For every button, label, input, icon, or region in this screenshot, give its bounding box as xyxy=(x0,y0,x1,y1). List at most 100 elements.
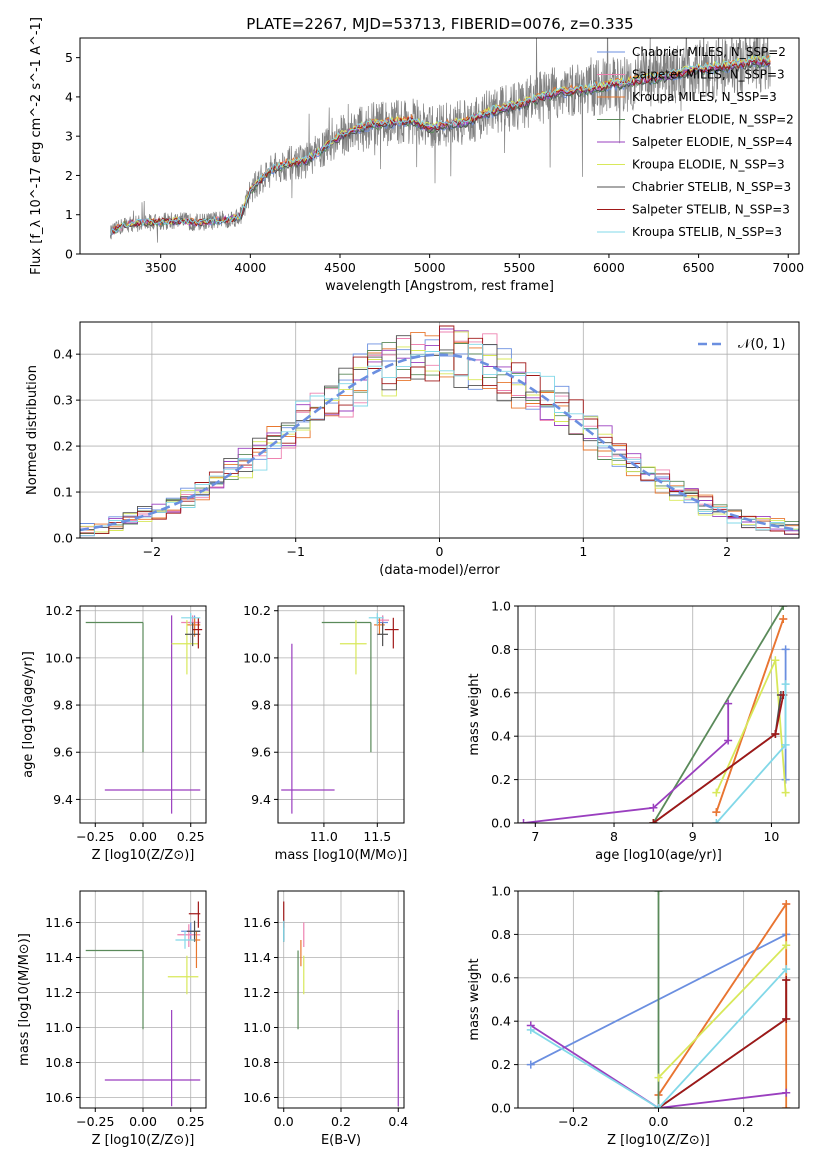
y-tick-label: 0.8 xyxy=(491,927,511,942)
x-tick-label: 0.0 xyxy=(274,1114,294,1129)
mass-weight-marker xyxy=(782,900,791,909)
y-tick-label: 11.6 xyxy=(45,915,73,930)
y-tick-label: 0.2 xyxy=(53,439,73,454)
x-axis-label: Z [log10(Z/Z⊙)] xyxy=(92,1133,195,1148)
age-vs-metallicity-panel: −0.25 0.00 0.25 9.4 9.6 9.8 10.0 10.2 Z [log10(Z… xyxy=(21,603,207,863)
y-tick-label: 5 xyxy=(65,50,73,65)
y-tick-label: 0.4 xyxy=(491,729,511,744)
mass-weight-marker xyxy=(781,645,790,654)
y-tick-label: 11.4 xyxy=(243,950,271,965)
model-spectrum xyxy=(110,54,771,236)
x-axis-label: wavelength [Angstrom, rest frame] xyxy=(325,279,554,294)
plot-layer xyxy=(80,325,799,538)
x-tick-label: −0.2 xyxy=(558,1114,588,1129)
x-tick-label: 0.00 xyxy=(129,829,157,844)
axes-layer: 0.0 0.2 0.4 10.6 10.8 11.0 11.2 11.4 11.6 E(B-V) xyxy=(243,890,408,1148)
mass-weight-marker xyxy=(781,788,790,797)
mass-weight-marker xyxy=(771,730,780,739)
mass-weight-marker xyxy=(771,656,780,665)
y-tick-label: 9.8 xyxy=(53,698,73,713)
y-tick-label: 9.6 xyxy=(251,745,271,760)
legend-entry: Kroupa ELODIE, N_SSP=3 xyxy=(632,158,785,172)
axes-layer: −0.25 0.00 0.25 10.6 10.8 11.0 11.2 11.4 11.6 Z [… xyxy=(17,890,207,1148)
mass-weight-line xyxy=(530,968,787,1108)
weight-vs-metallicity-panel: −0.2 0.0 0.2 0.0 0.2 0.4 0.6 0.8 1.0 Z [log10(Z/Z… xyxy=(467,884,800,1148)
plot-layer xyxy=(281,613,399,814)
x-tick-label: 7000 xyxy=(772,260,804,275)
x-tick-label: 6500 xyxy=(683,260,715,275)
x-tick-label: −0.25 xyxy=(76,829,114,844)
mass-weight-marker xyxy=(654,1073,663,1082)
x-tick-label: 0.25 xyxy=(177,829,205,844)
y-tick-label: 10.2 xyxy=(45,603,73,618)
y-tick-label: 1.0 xyxy=(491,599,511,614)
y-tick-label: 10.0 xyxy=(243,650,271,665)
legend-entry: Salpeter STELIB, N_SSP=3 xyxy=(632,203,790,217)
legend-entry: Kroupa STELIB, N_SSP=3 xyxy=(632,225,782,239)
mass-weight-marker xyxy=(782,965,791,974)
plot-layer xyxy=(110,38,771,243)
x-axis-label: mass [log10(M/M⊙)] xyxy=(275,848,408,863)
mass-weight-line xyxy=(657,944,787,1079)
y-tick-label: 0.2 xyxy=(491,1057,511,1072)
y-tick-label: 9.8 xyxy=(251,698,271,713)
y-tick-label: 9.4 xyxy=(251,792,271,807)
x-tick-label: −0.25 xyxy=(76,1114,114,1129)
legend-entry: 𝒩(0, 1) xyxy=(738,337,785,352)
x-tick-label: 2 xyxy=(723,544,731,559)
normal-reference-curve xyxy=(80,353,799,532)
mass-weight-marker xyxy=(782,941,791,950)
y-tick-label: 11.0 xyxy=(243,1020,271,1035)
mass-weight-marker xyxy=(654,891,663,895)
axes-layer: 11.0 11.5 9.4 9.6 9.8 10.0 10.2 mass [log10(M/M… xyxy=(243,603,407,863)
y-axis-label: age [log10(age/yr)] xyxy=(21,651,36,778)
axes-layer: −2 −1 0 1 2 0.0 0.1 0.2 0.3 0.4 (data-model)/error… xyxy=(25,321,800,578)
y-axis-label: mass weight xyxy=(467,673,482,755)
axes-layer: 3500 4000 4500 5000 5500 6000 6500 7000 0 1 2 3 4 5 wa… xyxy=(29,17,804,294)
y-tick-label: 2 xyxy=(65,168,73,183)
x-tick-label: 11.5 xyxy=(363,829,391,844)
x-tick-label: 9 xyxy=(689,829,697,844)
axes-layer: −0.25 0.00 0.25 9.4 9.6 9.8 10.0 10.2 Z [log10(Z… xyxy=(21,603,207,863)
y-tick-label: 1 xyxy=(65,207,73,222)
y-tick-label: 10.2 xyxy=(243,603,271,618)
legend-entry: Kroupa MILES, N_SSP=3 xyxy=(632,90,777,104)
model-spectrum xyxy=(110,57,771,237)
mass-weight-marker xyxy=(649,803,658,812)
y-axis-label: mass weight xyxy=(467,958,482,1040)
plot-layer xyxy=(85,613,203,814)
legend-entry: Chabrier STELIB, N_SSP=3 xyxy=(632,180,791,194)
y-tick-label: 0.0 xyxy=(53,531,73,546)
y-tick-label: 0.4 xyxy=(53,347,73,362)
y-axis-label: Flux [f_λ 10^-17 erg cm^-2 s^-1 A^-1] xyxy=(29,17,44,275)
x-axis-label: E(B-V) xyxy=(321,1133,361,1148)
mass-vs-metallicity-panel: −0.25 0.00 0.25 10.6 10.8 11.0 11.2 11.4 11.6 Z [… xyxy=(17,890,207,1148)
mass-weight-marker xyxy=(724,736,733,745)
plot-layer xyxy=(519,606,790,823)
x-tick-label: 5000 xyxy=(414,260,446,275)
x-tick-label: 4500 xyxy=(324,260,356,275)
spectrum-legend: Chabrier MILES, N_SSP=2 Salpeter MILES, N… xyxy=(597,45,794,239)
y-axis-label: mass [log10(M/M⊙)] xyxy=(17,933,32,1066)
axes-frame xyxy=(79,37,800,255)
plot-area xyxy=(518,606,799,823)
y-tick-label: 10.0 xyxy=(45,650,73,665)
mass-weight-marker xyxy=(779,615,788,624)
residual-histogram xyxy=(80,343,799,538)
x-axis-label: (data-model)/error xyxy=(379,563,500,578)
mass-weight-marker xyxy=(782,1104,791,1108)
x-tick-label: 6000 xyxy=(593,260,625,275)
x-axis-label: age [log10(age/yr)] xyxy=(595,848,722,863)
mass-weight-marker xyxy=(649,819,658,823)
mass-weight-marker xyxy=(654,1104,663,1108)
y-tick-label: 10.6 xyxy=(45,1090,73,1105)
y-tick-label: 9.6 xyxy=(53,745,73,760)
mass-weight-line xyxy=(652,606,785,823)
y-tick-label: 3 xyxy=(65,129,73,144)
figure-title: PLATE=2267, MJD=53713, FIBERID=0076, z=0… xyxy=(246,15,633,33)
y-tick-label: 0 xyxy=(65,247,73,262)
y-tick-label: 0.1 xyxy=(53,485,73,500)
mass-weight-marker xyxy=(712,819,721,823)
mass-weight-marker xyxy=(526,1060,535,1069)
